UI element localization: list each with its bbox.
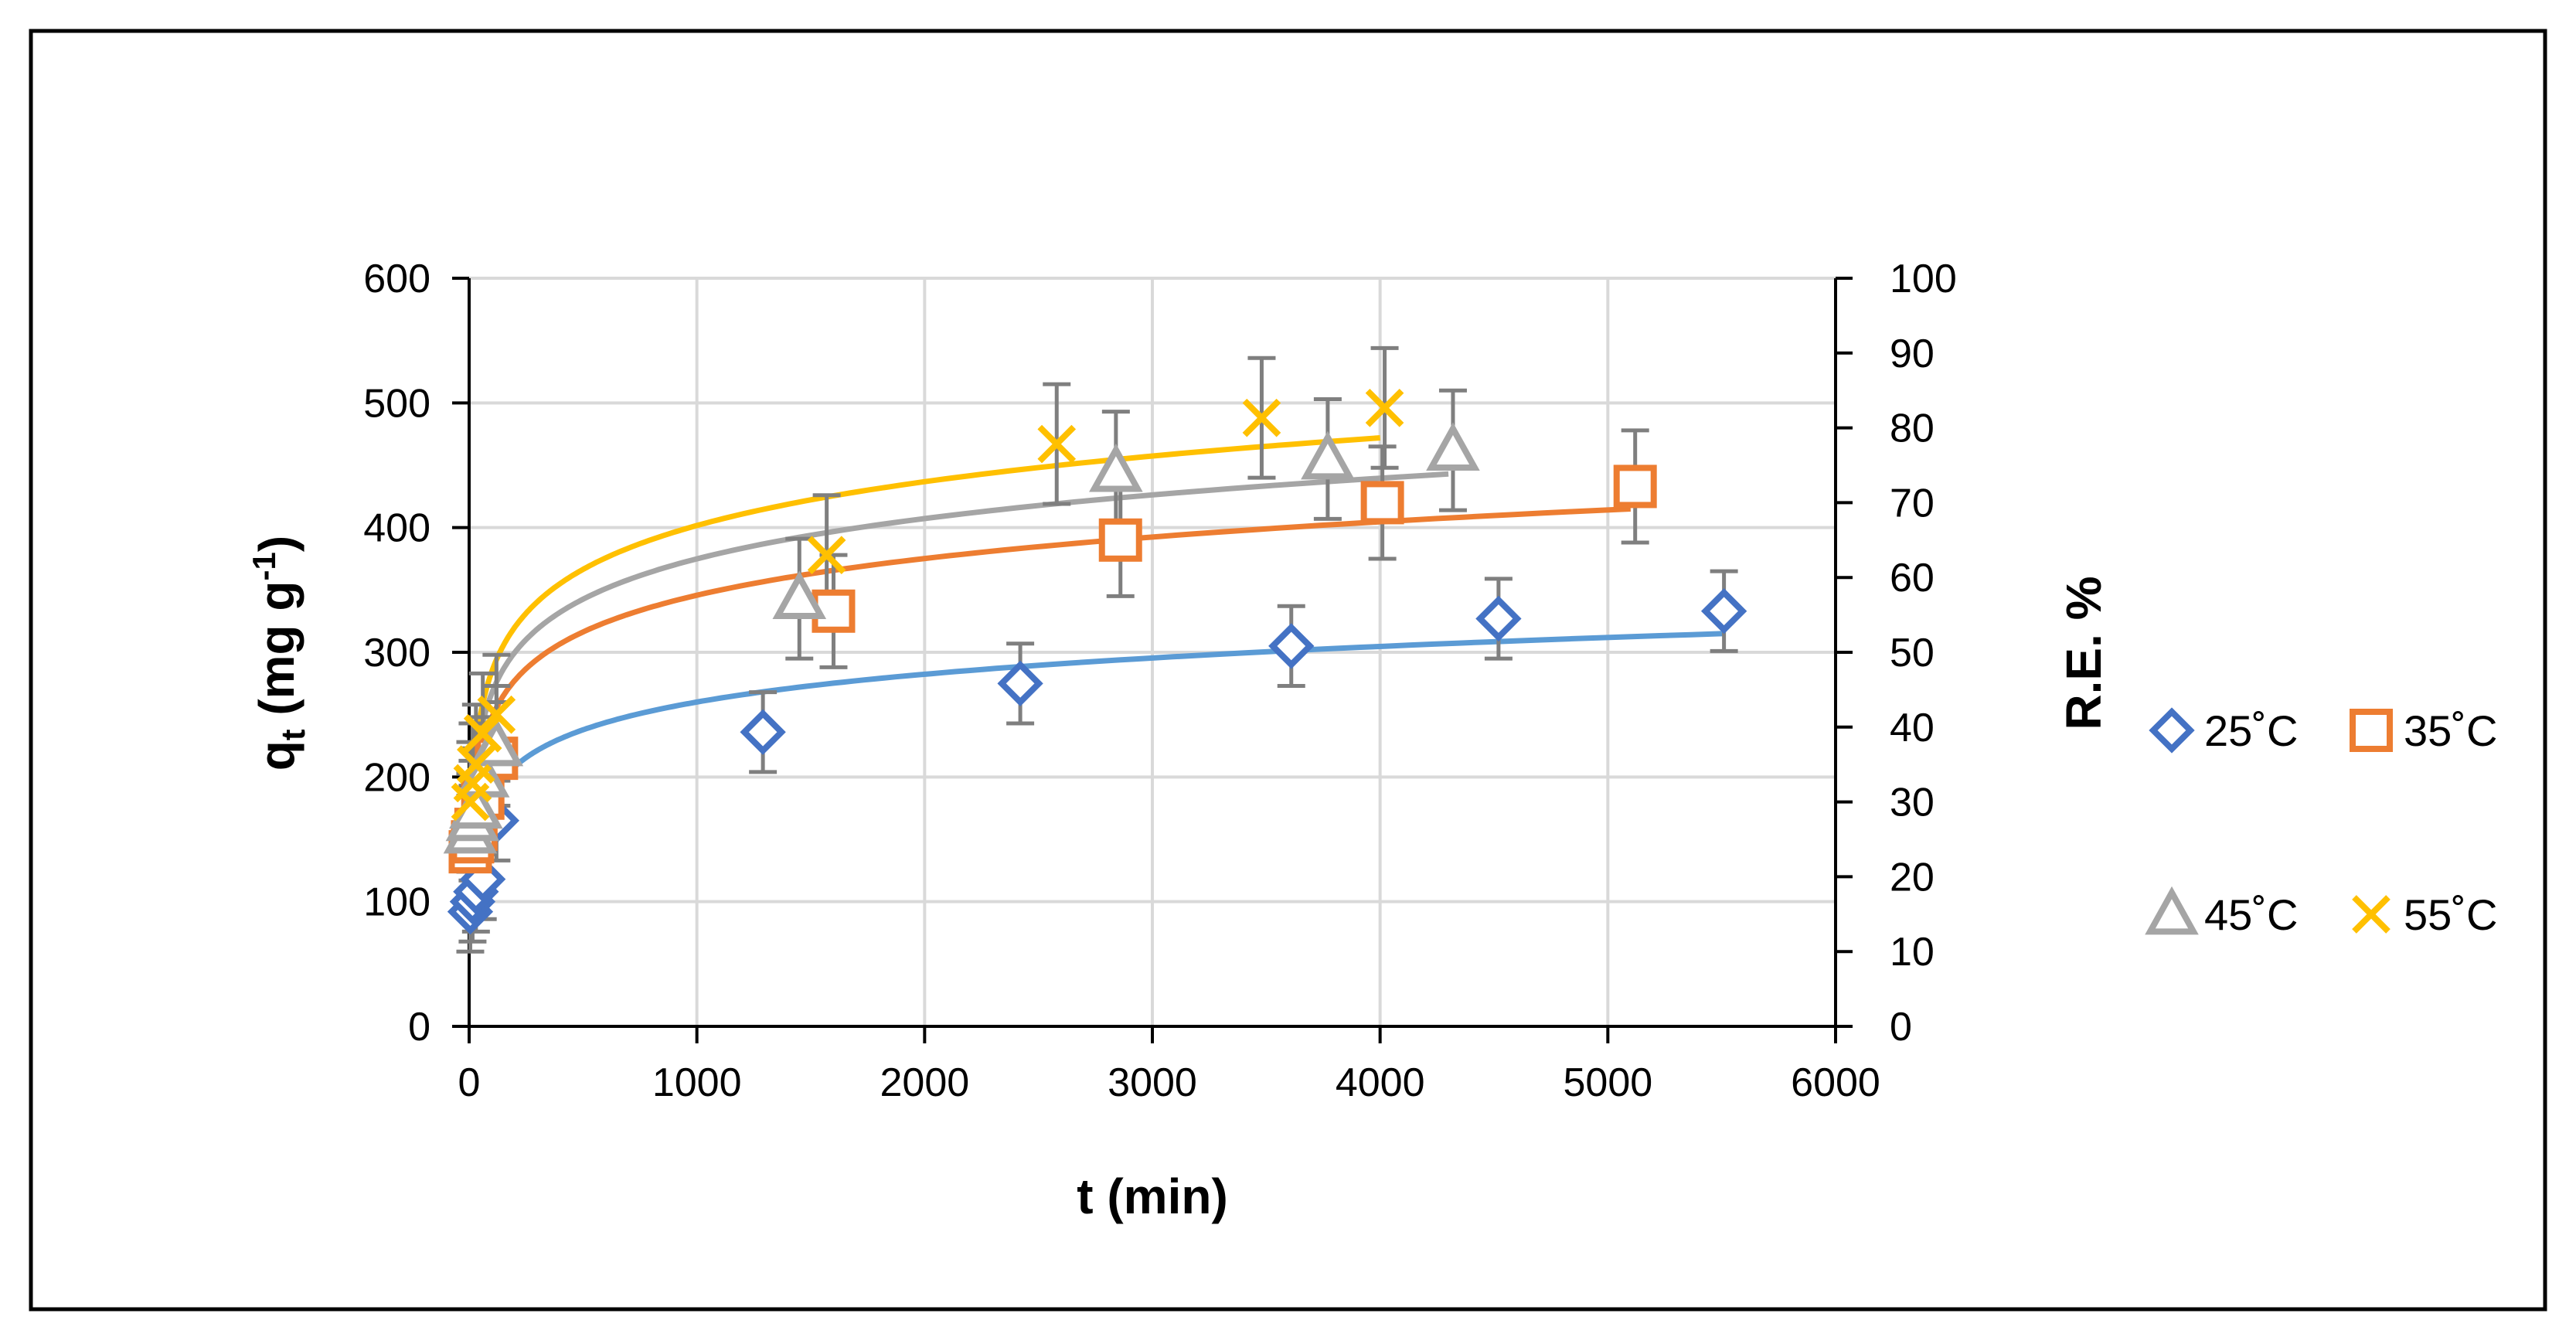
data-point [740,709,786,755]
y-tick-label: 0 [408,1005,430,1050]
data-point [772,570,827,620]
data-point [1037,424,1077,464]
data-point [1365,388,1404,427]
legend-marker [2149,707,2195,754]
legend: 25˚C 35˚C 45˚C 55˚C [2145,706,2497,939]
legend-marker [2352,895,2391,934]
data-point [807,536,846,574]
data-point [1098,518,1142,562]
legend-marker [2145,886,2199,935]
x-tick-label: 2000 [880,1060,969,1105]
y-axis-title-superscript: -1 [246,552,282,580]
data-point [997,660,1043,706]
data-point [1089,443,1143,492]
x-tick-label: 0 [458,1060,481,1105]
chart-frame [29,29,2547,1312]
data-points [443,388,1747,935]
legend-label: 45˚C [2204,890,2298,939]
data-point [1301,430,1355,480]
legend-label: 25˚C [2204,706,2298,755]
data-point [1426,422,1480,471]
data-point [1613,464,1657,509]
y-axis-title-main: q [249,740,305,771]
y-tick-label: 100 [363,880,430,925]
data-point [1360,481,1404,525]
data-point [1700,588,1747,635]
y2-tick-label: 50 [1890,631,1935,675]
data-point [1242,398,1281,437]
y-tick-label: 600 [363,257,430,301]
x-tick-label: 1000 [652,1060,742,1105]
y2-tick-label: 40 [1890,706,1935,750]
y2-tick-label: 80 [1890,407,1935,451]
y2-tick-label: 60 [1890,556,1935,601]
data-point [1475,595,1522,642]
y2-axis-title: R.E. % [2056,576,2112,730]
y2-tick-label: 90 [1890,332,1935,376]
y-axis-title-unit: (mg g [249,580,305,729]
y-axis-title-subscript: t [274,729,312,740]
y2-tick-label: 70 [1890,481,1935,526]
legend-label: 55˚C [2404,890,2497,939]
y2-tick-label: 100 [1890,257,1957,301]
y-tick-label: 500 [363,381,430,426]
y-axis-title-unit-close: ) [249,536,305,552]
y-tick-label: 300 [363,631,430,675]
data-point [463,714,502,753]
x-tick-label: 4000 [1336,1060,1425,1105]
data-point [457,745,495,784]
data-point [1268,623,1315,669]
legend-marker [2350,709,2393,752]
x-tick-label: 5000 [1563,1060,1652,1105]
x-axis-title: t (min) [1077,1169,1228,1224]
data-point [477,695,516,734]
y2-tick-label: 30 [1890,781,1935,825]
y2-tick-label: 10 [1890,930,1935,975]
x-tick-label: 3000 [1108,1060,1197,1105]
y-tick-label: 400 [363,506,430,551]
y2-tick-label: 20 [1890,855,1935,900]
y2-tick-label: 0 [1890,1005,1912,1050]
y-axis-title: qt (mg g-1) [246,536,312,771]
y-tick-label: 200 [363,755,430,800]
x-tick-label: 6000 [1791,1060,1880,1105]
legend-label: 35˚C [2404,706,2497,755]
tick-labels: 0 1000 2000 3000 4000 5000 6000010020030040050… [363,257,1957,1105]
